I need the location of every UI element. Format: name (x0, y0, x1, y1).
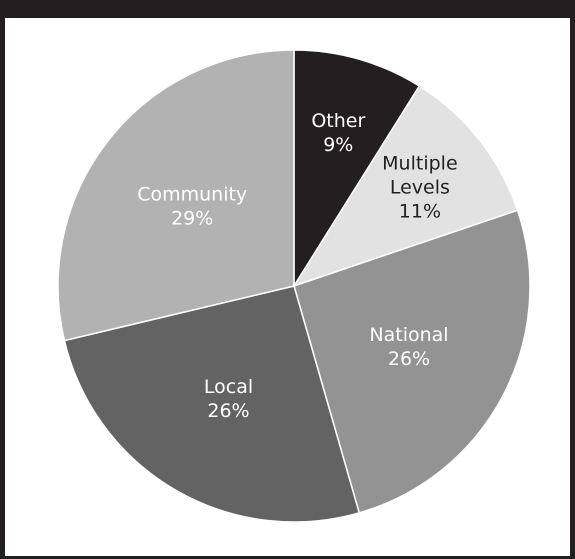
pie-value-label-other: 9% (323, 134, 353, 156)
pie-slices (57, 49, 531, 523)
frame-border-bottom (0, 556, 575, 559)
frame-border-right (570, 0, 575, 559)
pie-slice-community (57, 49, 295, 342)
pie-category-label-community: Community (137, 184, 247, 206)
pie-slice-national (293, 209, 531, 514)
pie-slice-other (293, 49, 421, 289)
pie-value-label-community: 29% (171, 208, 213, 230)
pie-value-label-national: 26% (388, 348, 430, 370)
pie-slice-multiple-levels (292, 84, 519, 288)
pie-category-label-national: National (369, 324, 448, 346)
pie-category-label-multiple-levels: Multiple (382, 153, 457, 175)
pie-value-label-local: 26% (207, 400, 249, 422)
pie-category-label-other: Other (311, 110, 365, 132)
pie-slice-local (63, 285, 361, 523)
pie-value-label-multiple-levels: 11% (399, 201, 441, 223)
header-bar (0, 0, 575, 18)
pie-category-label-multiple-levels: Levels (390, 177, 450, 199)
pie-labels: Other9%MultipleLevels11%National26%Local… (137, 110, 457, 422)
pie-category-label-local: Local (204, 376, 253, 398)
frame-border-left (0, 0, 5, 559)
